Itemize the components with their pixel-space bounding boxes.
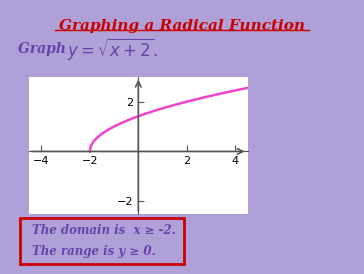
Text: Graph: Graph [18, 42, 76, 56]
Text: $\mathit{y} = \sqrt{x+2}.$: $\mathit{y} = \sqrt{x+2}.$ [67, 36, 158, 62]
Text: The range is y ≥ 0.: The range is y ≥ 0. [32, 246, 155, 258]
Text: Graphing a Radical Function: Graphing a Radical Function [59, 19, 305, 33]
FancyBboxPatch shape [20, 218, 184, 264]
Text: The domain is  x ≥ -2.: The domain is x ≥ -2. [32, 224, 175, 237]
